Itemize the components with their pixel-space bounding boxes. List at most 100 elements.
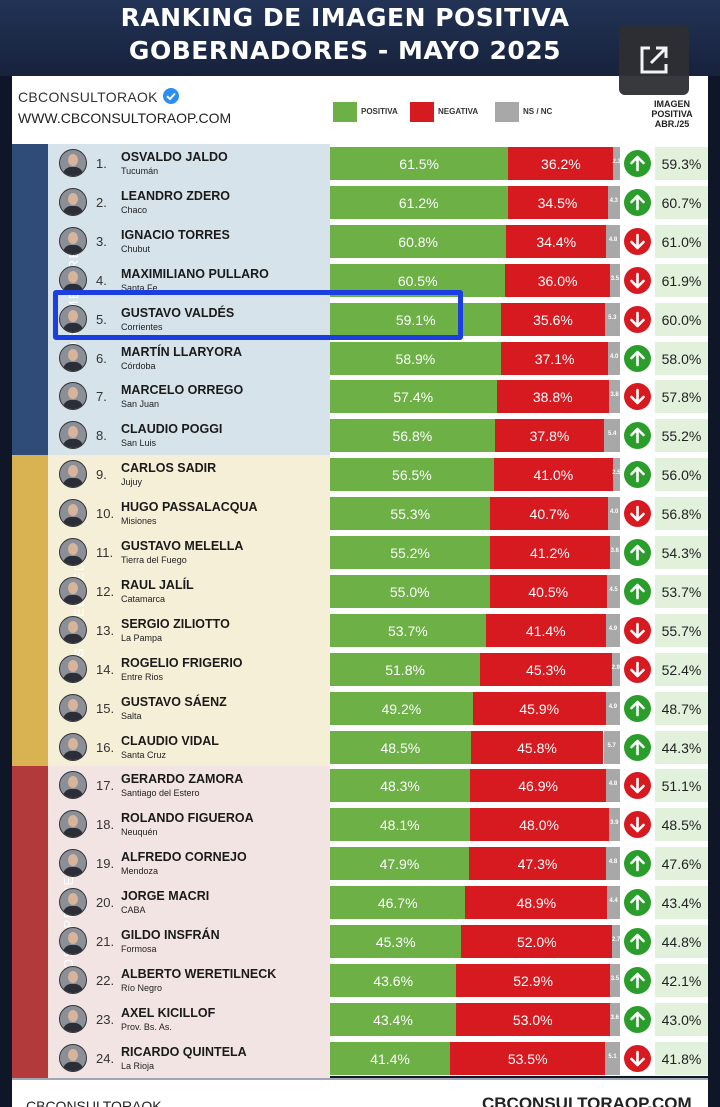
governor-name: IGNACIO TORRES — [121, 227, 230, 242]
ranking-row: 8. CLAUDIO POGGI San Luis 56.8% 37.8% 5.4 55.2… — [0, 416, 720, 455]
positive-bar — [330, 886, 466, 920]
previous-value: 41.8% — [661, 1050, 702, 1067]
province-name: Jujuy — [121, 477, 143, 488]
governor-name: ROLANDO FIGUEROA — [121, 811, 254, 826]
ranking-row: 14. ROGELIO FRIGERIO Entre Rios 51.8% 45.3% 2… — [0, 650, 720, 689]
negative-bar — [506, 224, 607, 258]
negative-bar — [490, 497, 609, 531]
nsnc-value: 5.7 — [607, 742, 616, 749]
governor-photo — [59, 343, 87, 372]
positive-bar — [330, 963, 457, 997]
positive-bar — [330, 613, 486, 647]
nsnc-bar — [609, 380, 620, 414]
rank-number: 18. — [96, 817, 115, 833]
arrow-up-icon — [624, 539, 651, 566]
legend-nsnc-label: NS / NC — [523, 107, 553, 116]
nsnc-value: 3.8 — [610, 392, 619, 399]
rank-number: 8. — [96, 428, 107, 444]
nsnc-value: 4.8 — [608, 236, 618, 243]
ranking-row: 24. RICARDO QUINTELA La Rioja 41.4% 53.5% 5.1… — [0, 1039, 720, 1078]
nsnc-bar — [608, 808, 620, 842]
nsnc-bar — [606, 769, 620, 803]
negative-bar — [470, 730, 604, 764]
legend-positive-label: POSITIVA — [361, 107, 398, 116]
previous-cell — [655, 691, 708, 725]
positive-value: 51.8% — [385, 661, 425, 678]
province-name: Santiago del Estero — [121, 788, 200, 799]
ranking-row: 13. SERGIO ZILIOTTO La Pampa 53.7% 41.4% 4.9 5… — [0, 611, 720, 650]
governor-photo — [59, 538, 87, 566]
previous-value: 42.1% — [661, 972, 702, 989]
previous-cell — [655, 380, 708, 414]
positive-bar — [330, 302, 502, 336]
arrow-up-icon — [624, 889, 651, 917]
positive-value: 61.5% — [399, 156, 439, 172]
positive-value: 60.8% — [398, 233, 438, 250]
rank-number: 16. — [96, 739, 115, 755]
nsnc-value: 4.8 — [608, 859, 618, 866]
open-in-new-icon — [640, 46, 668, 74]
open-in-new-button[interactable] — [619, 25, 689, 95]
nsnc-bar — [605, 691, 620, 725]
governor-photo — [59, 149, 87, 177]
governor-name: JORGE MACRI — [121, 889, 210, 904]
positive-value: 48.5% — [380, 739, 421, 756]
province-name: Entre Rios — [121, 671, 164, 682]
previous-cell — [655, 769, 708, 803]
legend-negative-swatch — [410, 102, 434, 122]
positive-value: 57.4% — [393, 389, 434, 406]
rank-number: 15. — [96, 700, 115, 716]
previous-cell — [655, 652, 708, 686]
negative-value: 37.1% — [534, 350, 575, 367]
nsnc-bar — [609, 536, 620, 569]
province-name: La Rioja — [121, 1060, 155, 1071]
positive-bar — [330, 224, 507, 258]
negative-value: 38.8% — [532, 389, 573, 406]
positive-bar — [330, 925, 462, 958]
governor-name: LEANDRO ZDERO — [121, 188, 231, 203]
positive-value: 55.3% — [390, 506, 431, 523]
nsnc-value: 3.9 — [610, 820, 619, 827]
nsnc-value: 2.9 — [611, 664, 620, 671]
previous-value: 54.3% — [661, 545, 702, 561]
rank-number: 2. — [96, 194, 107, 210]
previous-value: 43.4% — [661, 895, 702, 912]
positive-value: 48.1% — [379, 817, 420, 834]
negative-bar — [501, 302, 605, 336]
negative-bar — [472, 691, 606, 725]
negative-bar — [465, 886, 608, 920]
negative-bar — [496, 380, 609, 414]
positive-bar — [330, 380, 497, 414]
positive-value: 45.3% — [375, 934, 416, 950]
negative-bar — [480, 652, 612, 686]
positive-bar — [330, 652, 481, 686]
footer: CBCONSULTORAOK CBCONSULTORAOP.COM — [12, 1078, 708, 1107]
positive-bar — [330, 341, 501, 375]
previous-cell — [655, 1041, 708, 1075]
group-label-box-2 — [12, 455, 48, 767]
governor-name: CARLOS SADIR — [121, 461, 217, 476]
negative-bar — [505, 263, 610, 297]
nsnc-bar — [608, 341, 620, 375]
previous-cell — [655, 613, 708, 647]
nsnc-bar — [612, 458, 621, 492]
ranking-row: 20. JORGE MACRI CABA 46.7% 48.9% 4.4 43.4% — [0, 883, 720, 922]
governor-photo — [59, 732, 87, 761]
previous-value: 55.7% — [661, 622, 702, 639]
previous-cell — [655, 574, 708, 608]
previous-cell — [655, 458, 708, 492]
governor-name: CLAUDIO VIDAL — [121, 733, 219, 748]
ranking-row: 6. MARTÍN LLARYORA Córdoba 58.9% 37.1% 4.0 58.… — [0, 339, 720, 378]
governor-photo — [59, 771, 87, 800]
ranking-row: 16. CLAUDIO VIDAL Santa Cruz 48.5% 45.8% 5.7 4… — [0, 728, 720, 767]
previous-value: 58.0% — [661, 350, 702, 367]
nsnc-bar — [612, 925, 620, 958]
previous-cell — [655, 847, 708, 881]
governor-photo — [59, 1043, 87, 1072]
positive-value: 53.7% — [387, 622, 428, 639]
negative-value: 45.9% — [519, 700, 560, 717]
nsnc-bar — [607, 574, 620, 608]
positive-bar — [330, 458, 494, 492]
positive-value: 55.0% — [389, 583, 430, 600]
arrow-up-icon — [624, 1005, 651, 1033]
